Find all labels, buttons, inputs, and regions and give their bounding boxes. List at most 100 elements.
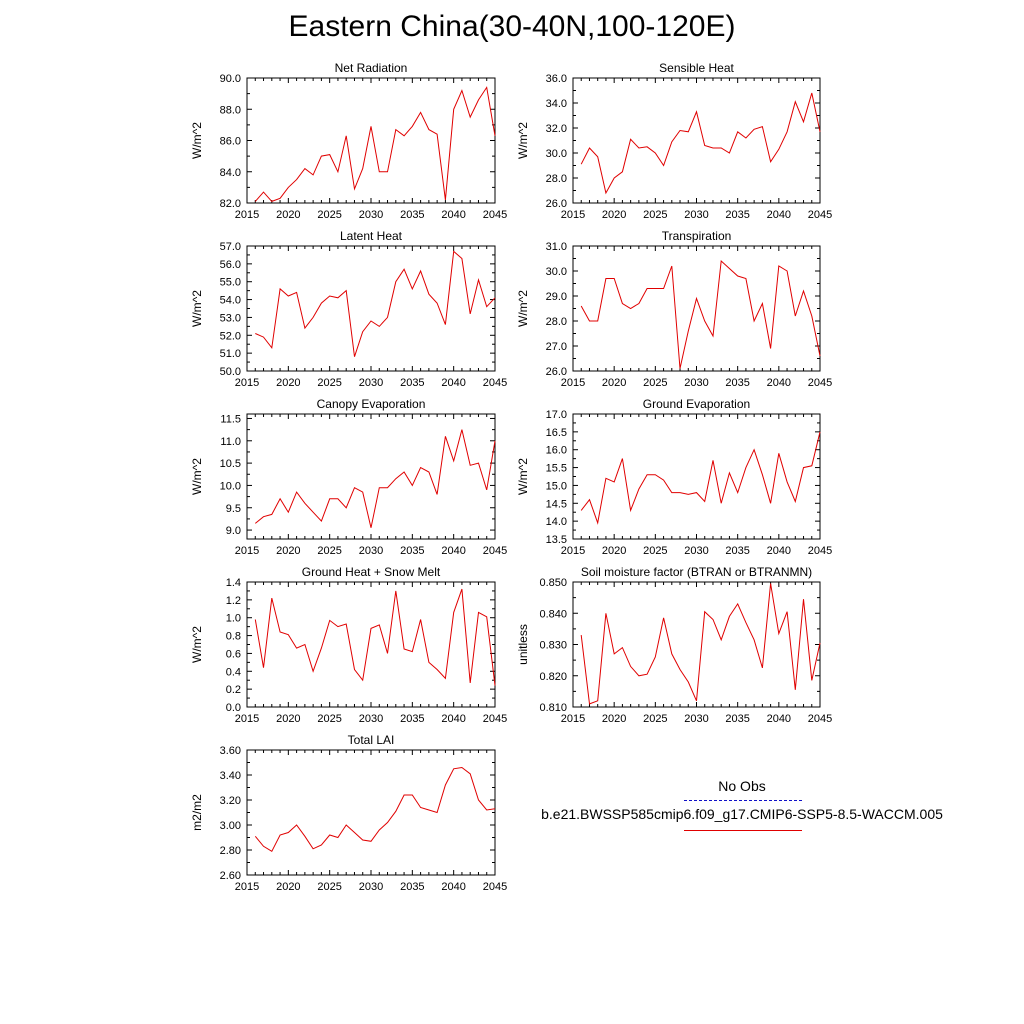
y-tick-label: 90.0 [220, 73, 241, 85]
y-axis-label: unitless [516, 624, 530, 665]
x-tick-label: 2030 [359, 545, 383, 557]
panel-title: Total LAI [348, 733, 395, 747]
x-tick-label: 2020 [276, 881, 300, 893]
y-axis-label: W/m^2 [190, 458, 204, 495]
y-tick-label: 2.80 [220, 845, 241, 857]
panel-title: Canopy Evaporation [317, 397, 426, 411]
panel-title: Latent Heat [340, 229, 403, 243]
y-tick-label: 3.00 [220, 820, 241, 832]
x-tick-label: 2030 [684, 209, 708, 221]
x-tick-label: 2030 [684, 545, 708, 557]
x-tick-label: 2040 [767, 713, 791, 725]
y-tick-label: 0.830 [539, 640, 567, 652]
x-tick-label: 2025 [317, 545, 341, 557]
x-tick-label: 2035 [400, 377, 424, 389]
x-tick-label: 2015 [561, 713, 585, 725]
chart-panel: Ground Heat + Snow Melt W/m^2 2015 2020 2025… [190, 565, 507, 725]
x-tick-label: 2020 [602, 545, 626, 557]
plot-frame [246, 749, 496, 876]
y-tick-label: 0.820 [539, 671, 567, 683]
x-tick-label: 2035 [725, 209, 749, 221]
y-tick-label: 30.0 [546, 266, 567, 278]
chart-panel: Latent Heat W/m^2 2015 2020 2025 2030 2035 2040… [190, 229, 507, 389]
x-tick-label: 2015 [561, 209, 585, 221]
y-axis-label: W/m^2 [516, 458, 530, 495]
series-line [255, 250, 496, 357]
x-tick-label: 2035 [725, 377, 749, 389]
plot-frame [572, 413, 821, 540]
y-tick-label: 0.2 [226, 684, 241, 696]
y-tick-label: 3.20 [220, 795, 241, 807]
figure-title: Eastern China(30-40N,100-120E) [288, 10, 736, 43]
y-tick-label: 84.0 [220, 167, 241, 179]
y-tick-label: 14.5 [546, 498, 567, 510]
y-tick-label: 0.850 [539, 577, 567, 589]
y-tick-label: 36.0 [546, 73, 567, 85]
x-tick-label: 2025 [643, 377, 667, 389]
x-tick-label: 2020 [602, 713, 626, 725]
x-tick-label: 2015 [235, 545, 259, 557]
y-tick-label: 16.5 [546, 427, 567, 439]
x-tick-label: 2040 [767, 545, 791, 557]
chart-panel: Soil moisture factor (BTRAN or BTRANMN) u… [516, 565, 832, 725]
x-tick-label: 2020 [602, 377, 626, 389]
legend-obs-label: No Obs [718, 778, 766, 794]
x-tick-label: 2045 [808, 713, 832, 725]
y-tick-label: 28.0 [546, 316, 567, 328]
series-line [254, 766, 496, 853]
y-tick-label: 2.60 [220, 870, 241, 882]
x-tick-label: 2035 [400, 881, 424, 893]
chart-panel: Ground Evaporation W/m^2 2015 2020 2025 2030 2… [516, 397, 832, 557]
x-tick-label: 2030 [359, 209, 383, 221]
y-tick-label: 3.60 [220, 745, 241, 757]
y-tick-label: 52.0 [220, 330, 241, 342]
y-tick-label: 27.0 [546, 341, 567, 353]
x-tick-label: 2025 [317, 377, 341, 389]
y-tick-label: 13.5 [546, 534, 567, 546]
y-tick-label: 51.0 [220, 348, 241, 360]
x-tick-label: 2020 [276, 377, 300, 389]
x-tick-label: 2045 [483, 545, 507, 557]
x-tick-label: 2030 [359, 377, 383, 389]
y-tick-label: 26.0 [546, 198, 567, 210]
x-tick-label: 2035 [725, 713, 749, 725]
y-tick-label: 15.0 [546, 480, 567, 492]
x-tick-label: 2040 [767, 377, 791, 389]
y-tick-label: 88.0 [220, 104, 241, 116]
series-line [254, 86, 496, 202]
x-tick-label: 2040 [441, 377, 465, 389]
series-line [580, 259, 821, 369]
y-tick-label: 30.0 [546, 148, 567, 160]
x-tick-label: 2040 [767, 209, 791, 221]
y-tick-label: 57.0 [220, 241, 241, 253]
panel-title: Ground Heat + Snow Melt [302, 565, 441, 579]
x-tick-label: 2025 [643, 545, 667, 557]
panel-title: Sensible Heat [659, 61, 734, 75]
y-tick-label: 10.0 [220, 480, 241, 492]
y-tick-label: 0.6 [226, 648, 241, 660]
y-axis-label: W/m^2 [190, 290, 204, 327]
x-tick-label: 2030 [359, 713, 383, 725]
y-tick-label: 82.0 [220, 198, 241, 210]
x-tick-label: 2040 [441, 713, 465, 725]
chart-panel: Net Radiation W/m^2 2015 2020 2025 2030 2035 20… [190, 61, 507, 221]
y-tick-label: 0.4 [226, 666, 241, 678]
x-tick-label: 2045 [483, 881, 507, 893]
x-tick-label: 2025 [317, 881, 341, 893]
x-tick-label: 2015 [235, 377, 259, 389]
y-tick-label: 0.840 [539, 608, 567, 620]
y-tick-label: 9.5 [226, 503, 241, 515]
y-axis-label: W/m^2 [516, 122, 530, 159]
legend-obs-line [684, 800, 802, 801]
plot-frame [246, 413, 496, 540]
y-tick-label: 56.0 [220, 259, 241, 271]
y-tick-label: 1.4 [226, 577, 241, 589]
y-tick-label: 9.0 [226, 525, 241, 537]
plot-frame [572, 581, 821, 708]
x-tick-label: 2035 [400, 209, 424, 221]
x-tick-label: 2025 [317, 209, 341, 221]
y-tick-label: 11.0 [220, 436, 241, 448]
x-tick-label: 2035 [725, 545, 749, 557]
y-tick-label: 10.5 [220, 458, 241, 470]
